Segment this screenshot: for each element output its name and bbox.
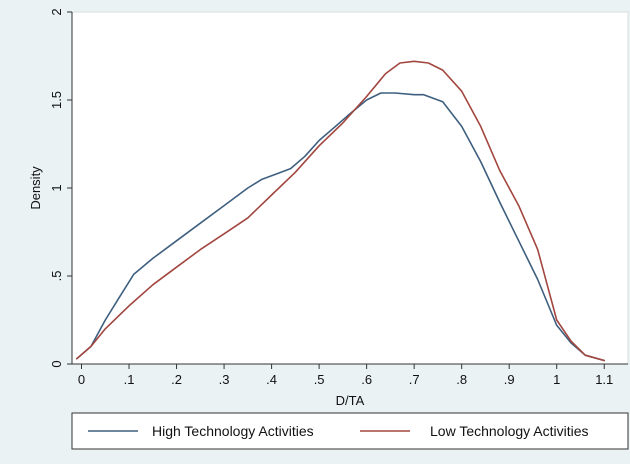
series-line-low-technology [76,60,606,362]
y-tick-label: .5 [49,271,64,282]
x-tick-label: .4 [266,372,277,387]
x-tick-label: 1.1 [595,372,613,387]
x-tick-label: 0 [78,372,85,387]
legend-label: Low Technology Activities [430,423,589,439]
y-tick-label: 1.5 [49,91,64,109]
x-tick-label: 1 [553,372,560,387]
y-tick-label: 2 [49,8,64,15]
plot-area [71,11,629,365]
x-tick-label: .3 [219,372,230,387]
y-tick-label: 0 [49,360,64,367]
legend-box [71,412,629,450]
legend: High Technology Activities Low Technology… [71,412,629,450]
x-tick-label: .5 [314,372,325,387]
series-line-high-technology [76,92,606,362]
x-tick-label: .2 [171,372,182,387]
x-tick-label: .9 [504,372,515,387]
legend-label: High Technology Activities [152,423,314,439]
y-axis-label: Density [28,166,43,210]
x-tick-label: .7 [409,372,420,387]
series-lines [76,60,606,362]
y-tick-label: 1 [49,184,64,191]
x-tick-label: .6 [361,372,372,387]
x-tick-label: .1 [124,372,135,387]
x-tick-label: .8 [456,372,467,387]
x-axis-label: D/TA [336,393,365,408]
axes-group: 0 .1 .2 .3 .4 .5 .6 .7 .8 .9 1 1.1 0 .5 1 1.5 2 [49,8,628,387]
